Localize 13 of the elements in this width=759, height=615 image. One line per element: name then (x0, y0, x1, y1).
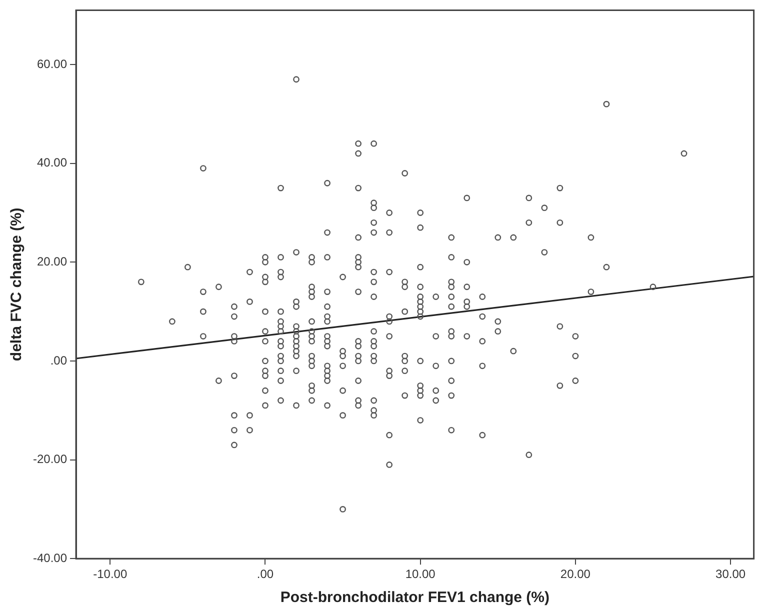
x-tick-label: 20.00 (560, 567, 591, 582)
y-tick-label: -20.00 (32, 452, 68, 466)
y-tick-label: .00 (50, 353, 68, 368)
x-tick-label: .00 (256, 567, 274, 582)
x-axis-title: Post-bronchodilator FEV1 change (%) (280, 589, 550, 606)
x-tick-label: 30.00 (716, 567, 746, 582)
y-tick-label: -40.00 (32, 550, 68, 565)
y-axis-title: delta FVC change (%) (8, 208, 26, 362)
y-tick-label: 40.00 (36, 156, 68, 170)
x-tick-label: 10.00 (405, 567, 436, 582)
y-tick-label: 20.00 (36, 254, 68, 268)
y-tick-label: 60.00 (36, 56, 68, 71)
x-tick-label: -10.00 (93, 567, 128, 582)
